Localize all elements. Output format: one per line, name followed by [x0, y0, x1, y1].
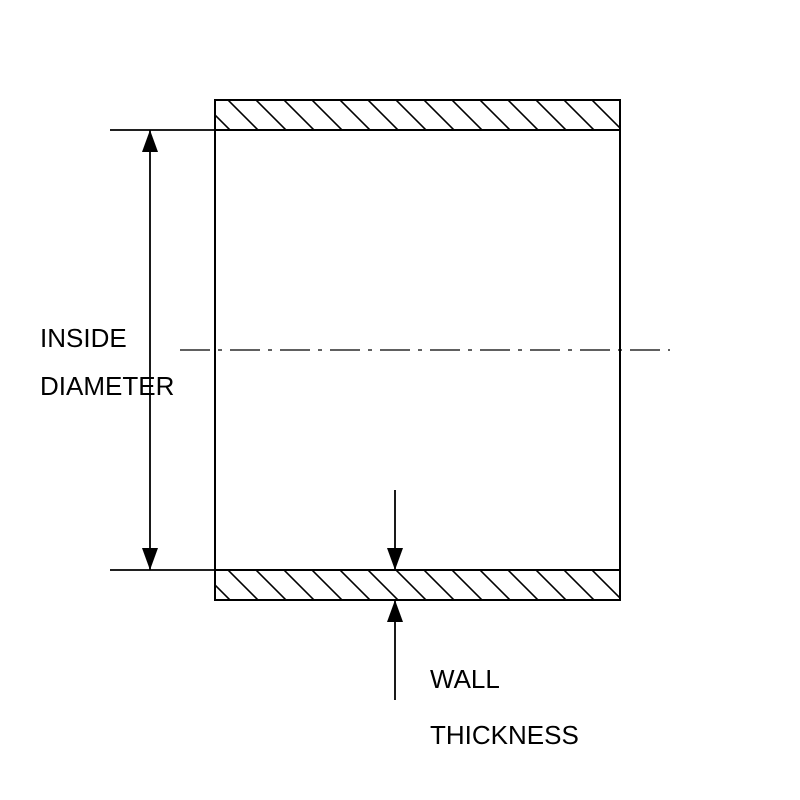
- bottom-wall-hatch: [165, 87, 670, 800]
- wall-thickness-dimension: WALL THICKNESS: [387, 490, 579, 750]
- top-wall-section: [215, 100, 620, 130]
- bottom-wall-section: [215, 570, 620, 600]
- inside-diameter-label-line1: INSIDE: [40, 323, 127, 353]
- top-wall-hatch: [165, 0, 670, 598]
- wall-thickness-label-line1: WALL: [430, 664, 500, 694]
- tube-cross-section-diagram: INSIDE DIAMETER WALL THICKNESS: [0, 0, 800, 800]
- inside-diameter-label-line2: DIAMETER: [40, 371, 174, 401]
- wall-thickness-label-line2: THICKNESS: [430, 720, 579, 750]
